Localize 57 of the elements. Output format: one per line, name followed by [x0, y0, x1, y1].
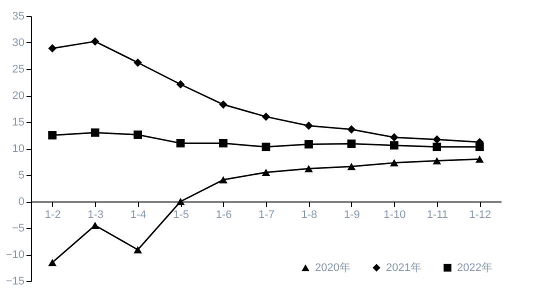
- y-tick-label: 35: [12, 10, 24, 22]
- y-tick-label: 10: [12, 143, 24, 155]
- point: [176, 139, 185, 148]
- x-tick-label: 1-4: [130, 209, 146, 221]
- point: [134, 246, 142, 254]
- point: [219, 176, 228, 184]
- x-tick-label: 1-2: [44, 209, 61, 221]
- y-tick-label: 30: [12, 37, 24, 49]
- legend-label: 2020年: [315, 262, 350, 274]
- y-tick-label: −15: [6, 276, 24, 288]
- y-tick-label: 15: [12, 116, 24, 128]
- y-tick-label: 25: [12, 64, 24, 76]
- x-tick-label: 1-7: [258, 209, 274, 221]
- point: [432, 142, 442, 152]
- point: [48, 258, 57, 266]
- legend-label: 2022年: [457, 262, 492, 274]
- y-tick-label: 20: [12, 90, 24, 102]
- point: [48, 44, 57, 53]
- point: [304, 140, 313, 148]
- point: [390, 133, 398, 142]
- point: [219, 100, 228, 109]
- y-tick-label: 0: [18, 196, 24, 208]
- x-tick-label: 1-10: [384, 209, 406, 221]
- point: [176, 80, 185, 89]
- point: [304, 122, 313, 130]
- point: [390, 159, 398, 166]
- point: [90, 222, 100, 229]
- point: [134, 58, 142, 67]
- point: [90, 128, 100, 137]
- point: [390, 141, 398, 150]
- point: [219, 139, 228, 148]
- x-tick-label: 1-11: [426, 209, 448, 221]
- point: [48, 131, 57, 140]
- legend-label: 2021年: [386, 262, 422, 274]
- x-tick-label: 1-3: [88, 209, 104, 221]
- point: [262, 142, 270, 152]
- point: [90, 37, 100, 46]
- x-tick-label: 1-12: [469, 209, 492, 221]
- point: [262, 168, 270, 176]
- point: [475, 142, 484, 152]
- point: [347, 140, 356, 148]
- point: [475, 155, 484, 163]
- y-tick-label: 5: [18, 170, 24, 182]
- point: [432, 157, 442, 164]
- x-tick-label: 1-5: [173, 209, 189, 221]
- point: [432, 135, 442, 144]
- point: [176, 198, 185, 206]
- point: [262, 112, 270, 121]
- x-tick-label: 1-8: [301, 209, 318, 221]
- y-tick-label: −5: [12, 222, 24, 234]
- point: [347, 125, 356, 134]
- x-tick-label: 1-9: [344, 209, 360, 221]
- x-tick-label: 1-6: [216, 209, 232, 221]
- y-tick-label: −10: [6, 249, 24, 261]
- point: [347, 162, 356, 170]
- point: [134, 130, 142, 139]
- point: [304, 165, 313, 172]
